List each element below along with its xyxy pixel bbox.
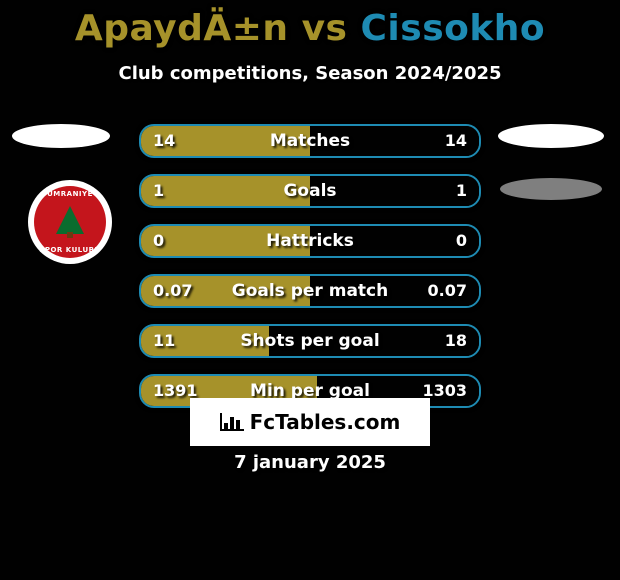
stats-comparison: 1414Matches 11Goals 00Hattricks 0.070.07Goa… (139, 124, 481, 424)
stat-label: Shots per goal (141, 326, 479, 356)
generation-date: 7 january 2025 (0, 452, 620, 473)
stat-label-text: Hattricks (266, 231, 354, 251)
stat-label-text: Matches (270, 131, 350, 151)
stat-label-text: Goals (283, 181, 336, 201)
stat-label-left: Shots (240, 331, 294, 351)
stat-row: 1118Shots per goal (139, 324, 481, 358)
ellipse-right1 (498, 124, 604, 148)
club-name-bottom: SPOR KULUBU (34, 246, 106, 254)
club-badge: UMRANIYE SPOR KULUBU (28, 180, 112, 264)
ellipse-left (12, 124, 110, 148)
stat-label-right: per goal (295, 331, 380, 351)
brand-box: FcTables.com (190, 398, 431, 446)
club-name-top: UMRANIYE (34, 190, 106, 198)
brand-text: FcTables.com (250, 410, 401, 434)
stat-row: 00Hattricks (139, 224, 481, 258)
stat-label: Matches (141, 126, 479, 156)
title-player-left: ApaydÄ±n (75, 8, 289, 49)
stat-label: Hattricks (141, 226, 479, 256)
stat-row: 1414Matches (139, 124, 481, 158)
subtitle: Club competitions, Season 2024/2025 (0, 63, 620, 84)
stat-row: 0.070.07Goals per match (139, 274, 481, 308)
stat-label-right: per match (285, 281, 388, 301)
ellipse-right2 (500, 178, 602, 200)
club-tree-icon (56, 206, 84, 234)
stat-label: Goals (141, 176, 479, 206)
title-player-right: Cissokho (361, 8, 546, 49)
brand: FcTables.com (0, 398, 620, 446)
stat-label-left: Goals (232, 281, 285, 301)
stat-row: 11Goals (139, 174, 481, 208)
stat-label: Goals per match (141, 276, 479, 306)
brand-chart-icon (220, 413, 244, 431)
title-vs: vs (289, 8, 361, 49)
club-badge-inner: UMRANIYE SPOR KULUBU (34, 186, 106, 258)
page-title: ApaydÄ±n vs Cissokho (0, 8, 620, 49)
